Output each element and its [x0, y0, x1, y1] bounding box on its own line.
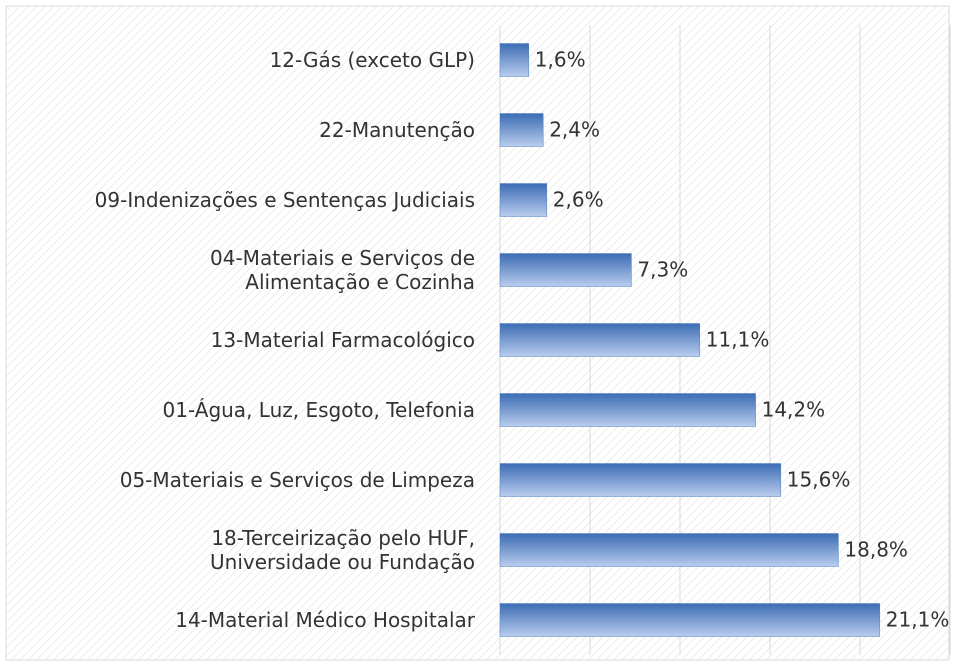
data-label: 15,6% — [787, 468, 851, 492]
category-label: 18-Terceirização pelo HUF, Universidade … — [210, 526, 475, 574]
data-label: 18,8% — [844, 538, 908, 562]
bar — [499, 533, 839, 567]
bar — [499, 393, 756, 427]
data-label: 2,6% — [553, 188, 604, 212]
category-label: 01-Água, Luz, Esgoto, Telefonia — [162, 398, 475, 422]
category-label: 13-Material Farmacológico — [210, 328, 475, 352]
bar — [499, 253, 632, 287]
category-label: 09-Indenizações e Sentenças Judiciais — [94, 188, 475, 212]
category-label: 04-Materiais e Serviços de Alimentação e… — [210, 246, 475, 294]
bar — [499, 43, 530, 77]
data-label: 1,6% — [535, 48, 586, 72]
bar — [499, 603, 881, 637]
bar — [499, 463, 782, 497]
data-label: 7,3% — [637, 258, 688, 282]
bar — [499, 323, 701, 357]
category-label: 12-Gás (exceto GLP) — [269, 48, 475, 72]
bar — [499, 183, 548, 217]
category-label: 05-Materiais e Serviços de Limpeza — [119, 468, 475, 492]
data-label: 21,1% — [886, 608, 950, 632]
data-label: 11,1% — [706, 328, 770, 352]
data-label: 14,2% — [762, 398, 826, 422]
bar — [499, 113, 544, 147]
category-label: 14-Material Médico Hospitalar — [175, 608, 475, 632]
data-label: 2,4% — [549, 118, 600, 142]
category-label: 22-Manutenção — [319, 118, 475, 142]
